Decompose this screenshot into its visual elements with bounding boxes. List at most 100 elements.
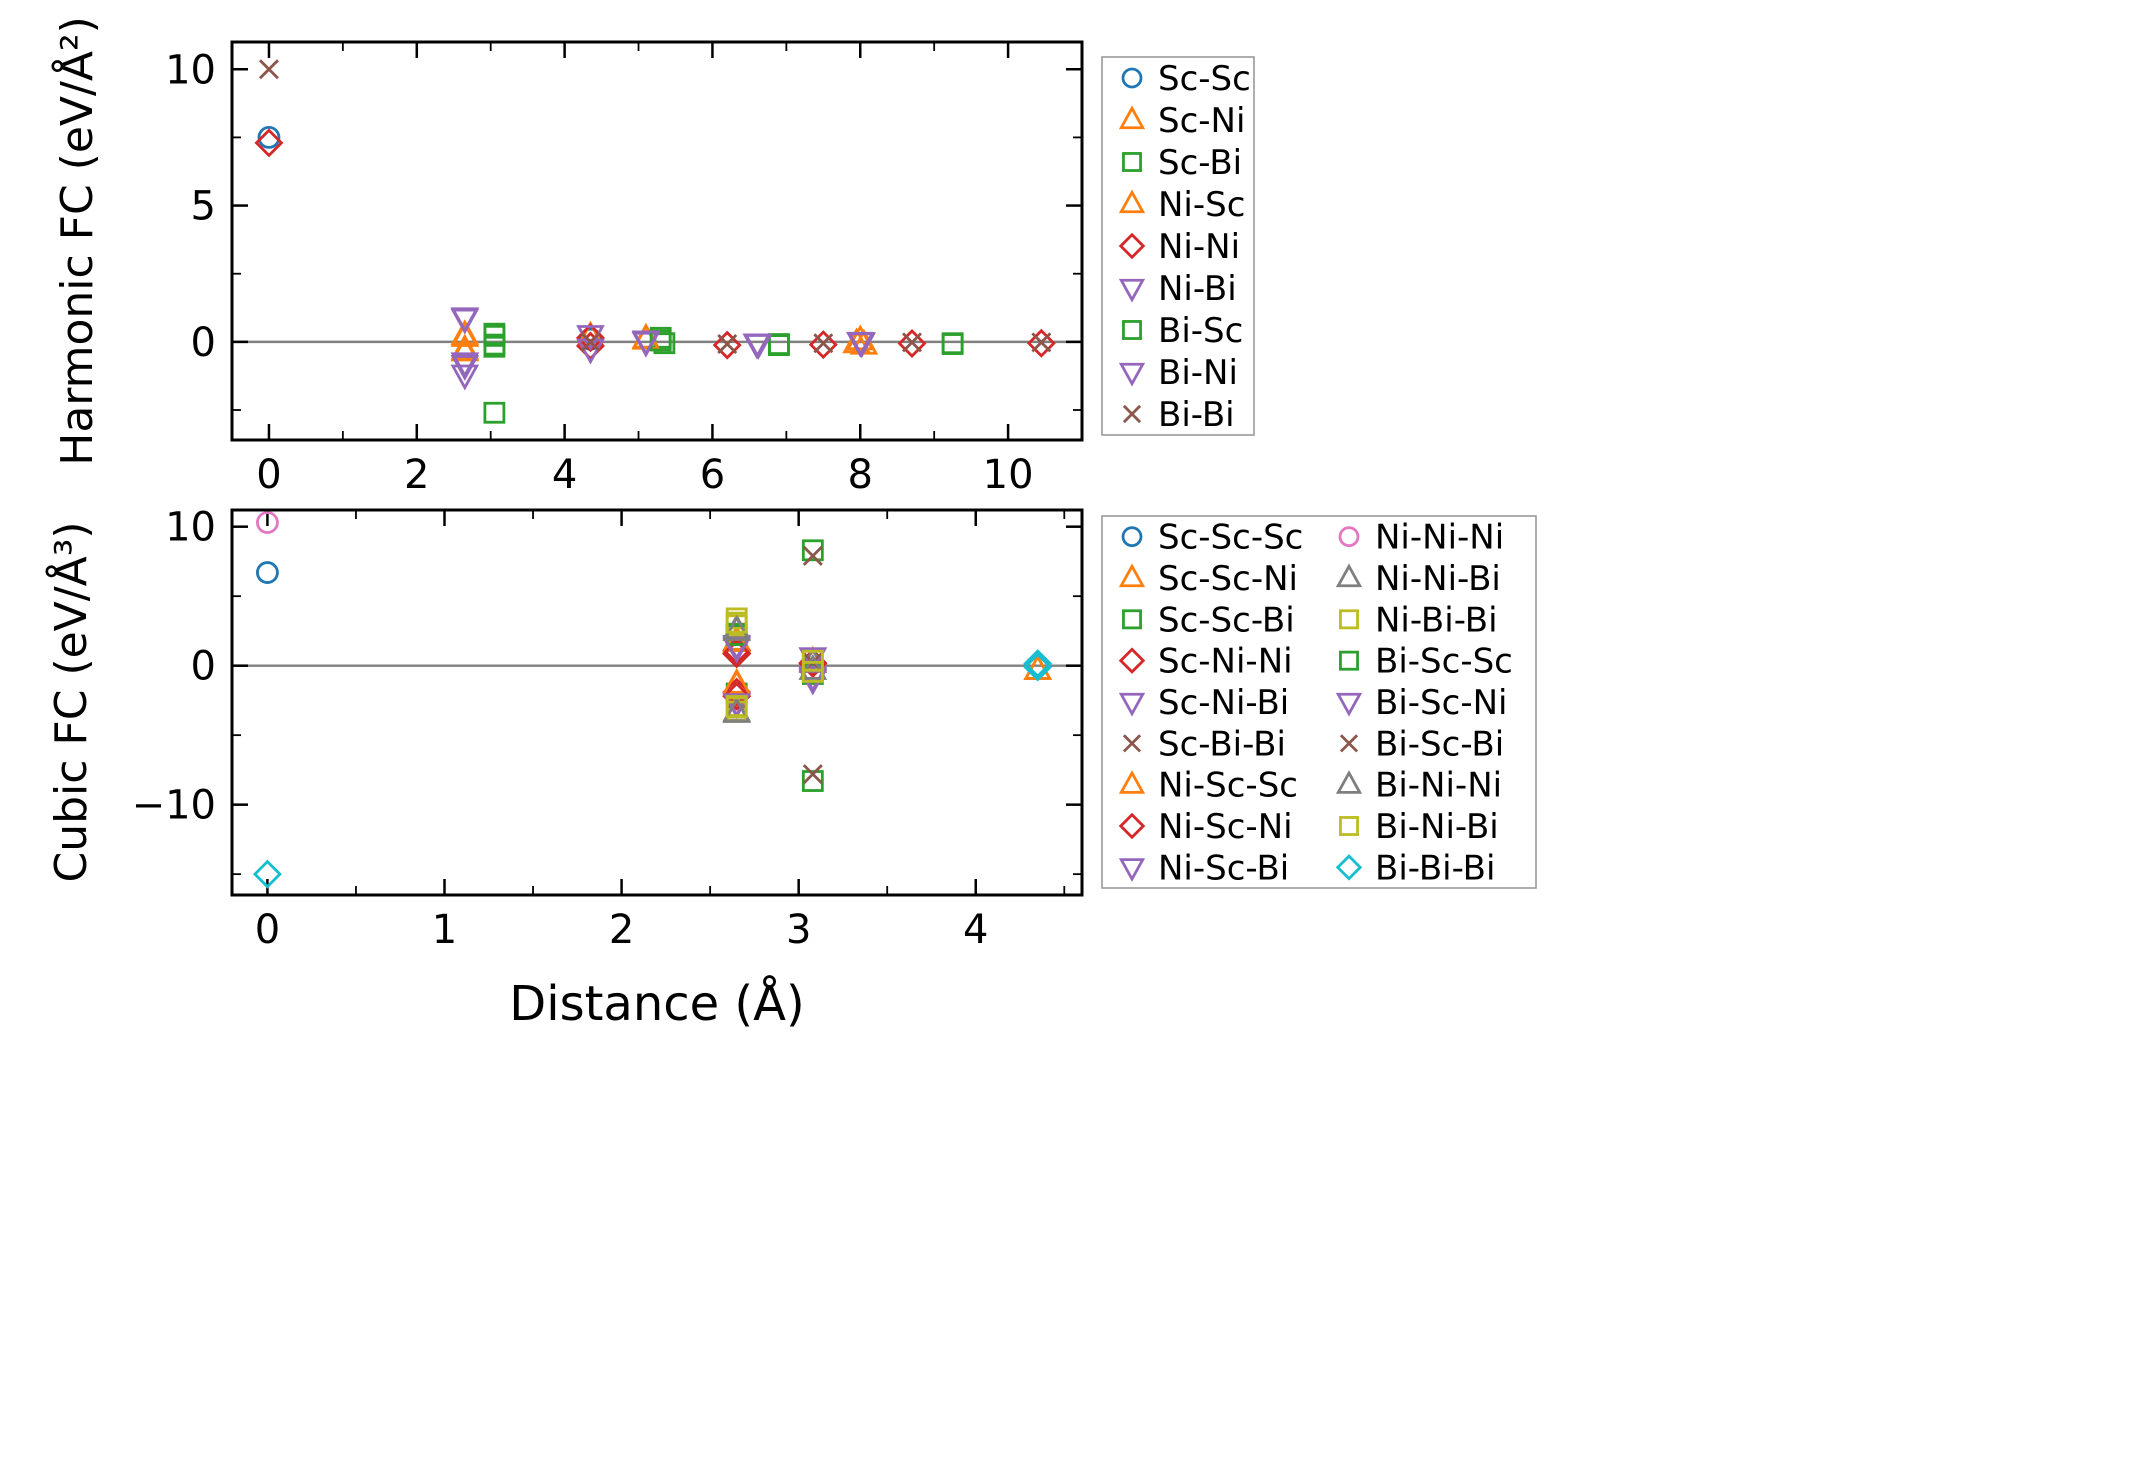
x-tick-label: 0 — [256, 452, 281, 498]
cubic-legend: Sc-Sc-ScSc-Sc-NiSc-Sc-BiSc-Ni-NiSc-Ni-Bi… — [1101, 515, 1537, 889]
plot-frame — [230, 508, 1084, 897]
marker-diamond — [722, 681, 752, 711]
legend-entry: Bi-Sc-Ni — [1335, 683, 1507, 723]
x-tick-label: 1 — [432, 907, 457, 953]
legend-entry: Ni-Sc-Sc — [1118, 766, 1298, 806]
marker-triangle-up — [1335, 770, 1363, 794]
distance-x-axis-label: Distance (Å) — [509, 975, 804, 1032]
cubic-fc-plot: 0 1 2 3 4 −10 0 10 — [132, 505, 1084, 953]
marker-circle — [1121, 67, 1143, 89]
legend-entry: Bi-Ni-Ni — [1335, 766, 1502, 806]
marker-triangle-up — [722, 615, 752, 641]
legend-label: Sc-Sc — [1158, 59, 1251, 99]
legend-label: Bi-Sc-Ni — [1375, 683, 1507, 723]
marker-square — [801, 661, 824, 683]
marker-x — [1031, 332, 1052, 353]
legend-label: Sc-Ni — [1158, 101, 1245, 141]
marker-diamond — [1118, 812, 1146, 840]
legend-box — [1101, 515, 1537, 889]
legend-entry: Bi-Bi — [1122, 395, 1235, 435]
x-tick-label: 6 — [700, 452, 725, 498]
legend-label: Sc-Ni-Ni — [1158, 642, 1293, 682]
marker-triangle-up — [722, 667, 752, 694]
marker-square — [1122, 609, 1142, 630]
marker-square — [483, 324, 506, 347]
marker-square — [941, 333, 964, 355]
legend-entry: Bi-Ni — [1118, 353, 1238, 393]
marker-triangle-up — [1118, 105, 1146, 130]
marker-diamond — [897, 329, 927, 358]
marker-square — [1122, 320, 1142, 340]
legend-label: Ni-Sc-Ni — [1158, 807, 1293, 847]
legend-entry: Ni-Sc — [1118, 185, 1245, 225]
marker-circle — [1121, 526, 1143, 548]
legend-entry: Sc-Ni-Bi — [1118, 683, 1289, 723]
x-tick-label: 2 — [609, 907, 634, 953]
marker-triangle-down — [847, 332, 877, 359]
legend-entry: Ni-Bi — [1118, 269, 1237, 309]
marker-square — [1339, 650, 1359, 671]
marker-square — [801, 649, 824, 672]
marker-triangle-up — [1335, 563, 1363, 588]
x-tick-label: 10 — [983, 452, 1034, 498]
marker-x — [1122, 404, 1142, 424]
marker-diamond — [1118, 232, 1146, 260]
x-tick-label: 4 — [552, 452, 577, 498]
legend-label: Sc-Ni-Bi — [1158, 683, 1289, 723]
y-tick-label: 0 — [191, 644, 216, 690]
legend-entry: Ni-Ni — [1118, 227, 1240, 267]
legend-label: Sc-Bi — [1158, 143, 1242, 183]
marker-square — [768, 334, 790, 357]
legend-label: Bi-Bi-Bi — [1375, 848, 1495, 888]
legend-label: Bi-Sc — [1158, 311, 1243, 351]
marker-square — [801, 539, 824, 562]
marker-circle — [256, 511, 279, 534]
cubic-y-axis-label: Cubic FC (eV/Å³) — [44, 521, 97, 882]
marker-triangle-up — [842, 327, 871, 354]
marker-triangle-up — [1118, 189, 1146, 214]
harmonic-fc-plot: 0 2 4 6 8 10 0 5 10 — [165, 40, 1084, 498]
marker-circle — [1338, 526, 1360, 548]
legend-label: Sc-Bi-Bi — [1158, 724, 1286, 764]
y-tick-label: 0 — [191, 320, 216, 366]
marker-square — [483, 401, 506, 424]
marker-x — [902, 332, 922, 353]
x-tick-label: 4 — [963, 907, 988, 953]
legend-label: Sc-Sc-Ni — [1158, 559, 1298, 599]
marker-diamond — [254, 128, 284, 158]
marker-x — [1339, 734, 1359, 753]
legend-entry: Sc-Sc — [1121, 59, 1251, 99]
legend-label: Ni-Ni-Ni — [1375, 518, 1504, 558]
legend-label: Sc-Sc-Bi — [1158, 600, 1295, 640]
marker-square — [1339, 609, 1359, 630]
legend-label: Bi-Ni-Ni — [1375, 766, 1502, 806]
marker-diamond — [722, 638, 752, 668]
legend-label: Ni-Sc-Bi — [1158, 848, 1289, 888]
marker-diamond — [1026, 328, 1056, 358]
marker-square — [483, 335, 506, 358]
legend-entry: Sc-Sc-Ni — [1118, 559, 1298, 599]
marker-diamond — [808, 330, 838, 360]
legend-label: Bi-Ni — [1158, 353, 1238, 393]
marker-triangle-up — [450, 333, 480, 360]
x-tick-label: 0 — [255, 907, 280, 953]
marker-circle — [257, 126, 281, 149]
marker-triangle-down — [1118, 692, 1146, 717]
legend-entry: Ni-Bi-Bi — [1339, 600, 1498, 640]
legend-entry: Sc-Bi-Bi — [1122, 724, 1286, 764]
marker-triangle-up — [1118, 770, 1146, 794]
marker-x — [258, 59, 279, 80]
marker-square — [649, 329, 672, 352]
marker-diamond — [1118, 647, 1146, 674]
marker-triangle-up — [450, 321, 480, 347]
marker-diamond — [252, 859, 282, 889]
legend-box — [1101, 56, 1255, 436]
legend-label: Ni-Sc-Sc — [1158, 766, 1298, 806]
x-tick-label: 8 — [848, 452, 873, 498]
legend-entry: Sc-Sc-Bi — [1122, 600, 1295, 640]
marker-triangle-down — [1118, 278, 1146, 303]
y-tick-label: 10 — [165, 47, 216, 93]
legend-entry: Sc-Bi — [1122, 143, 1242, 183]
legend-entry: Bi-Sc-Sc — [1339, 642, 1513, 682]
